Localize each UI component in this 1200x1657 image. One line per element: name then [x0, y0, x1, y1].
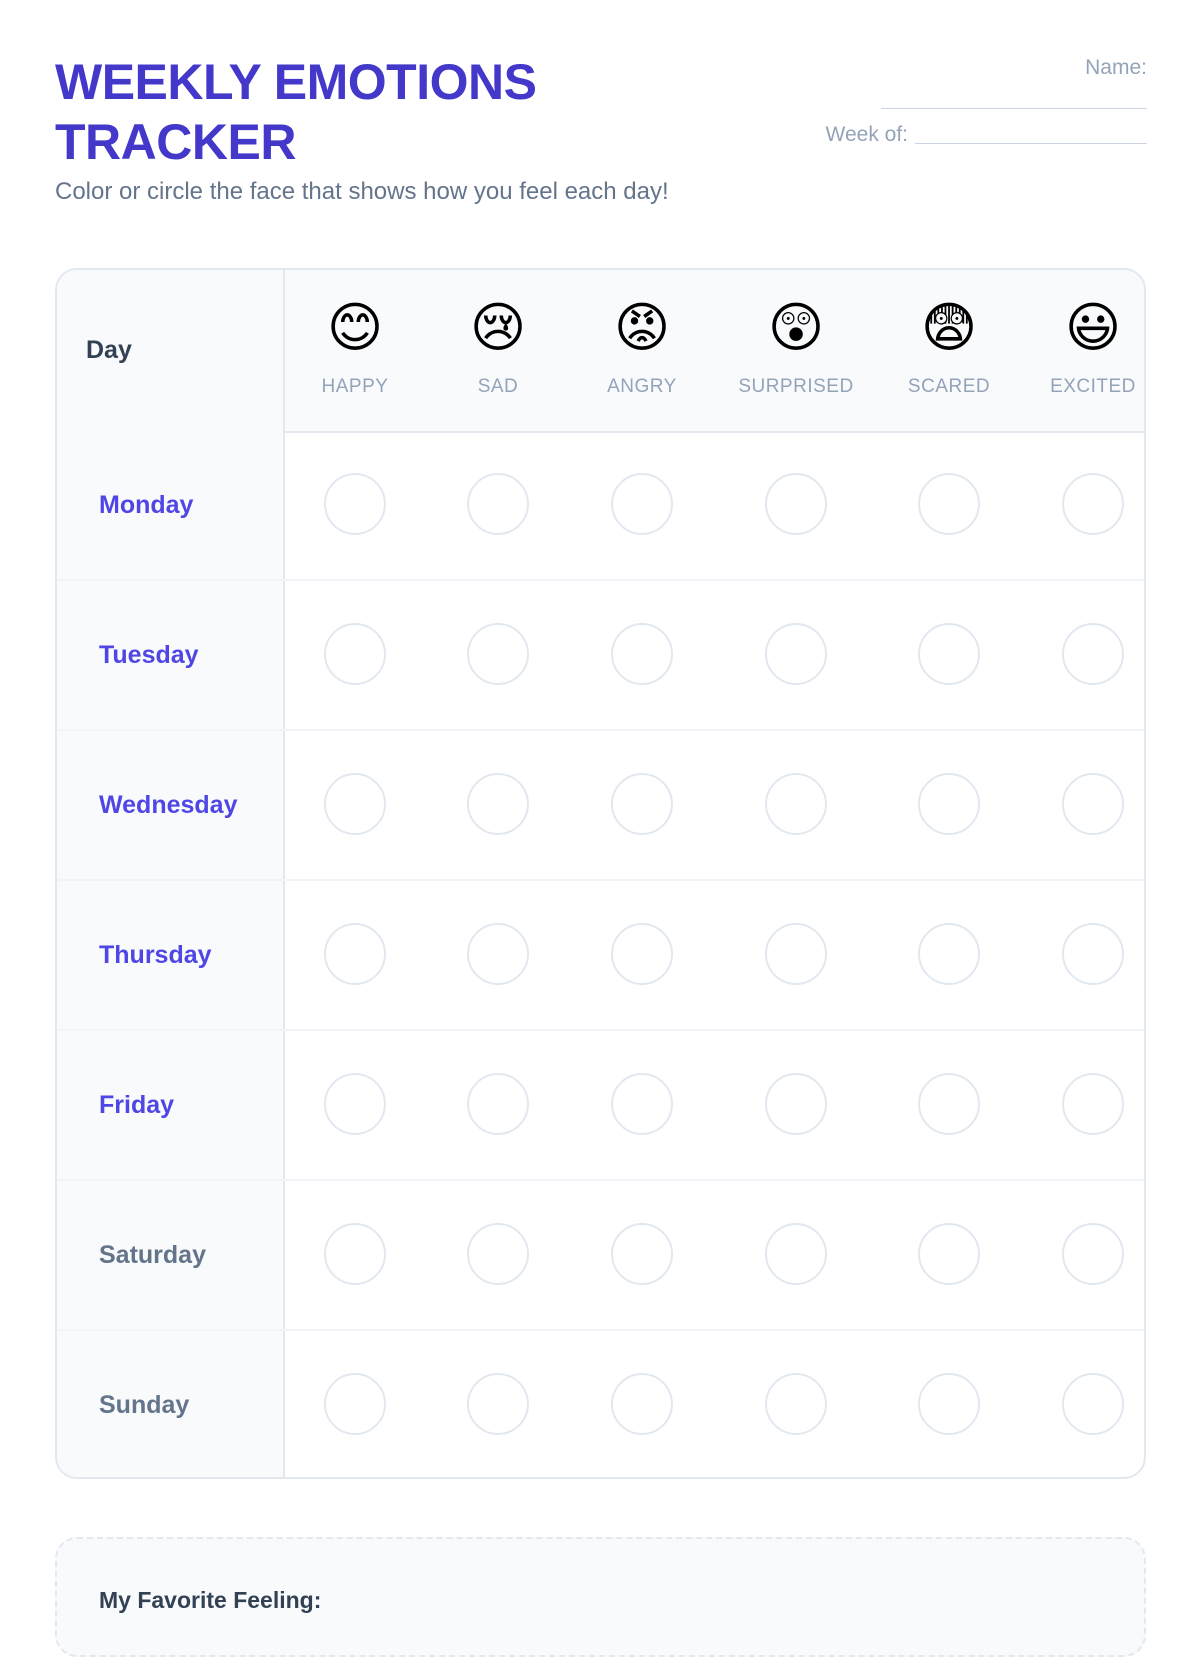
day-header-label: Day — [86, 336, 132, 364]
day-column-header: Day — [57, 270, 285, 431]
emotion-circle[interactable] — [611, 1223, 673, 1285]
emotion-label: EXCITED — [1050, 376, 1136, 397]
emotion-face-icon: 😨 — [920, 296, 978, 359]
emotion-circle[interactable] — [918, 1073, 980, 1135]
emotion-label: ANGRY — [607, 376, 677, 397]
day-row: Tuesday — [57, 581, 1144, 731]
day-label: Tuesday — [99, 640, 199, 669]
day-cell: Wednesday — [57, 731, 285, 879]
emotion-circle[interactable] — [765, 1373, 827, 1435]
emotion-circle[interactable] — [765, 773, 827, 835]
emotion-circle[interactable] — [611, 1073, 673, 1135]
favorite-feeling-label: My Favorite Feeling: — [99, 1587, 322, 1613]
day-row: Monday — [57, 431, 1144, 581]
emotion-label: SAD — [477, 376, 519, 397]
emotion-circle[interactable] — [918, 473, 980, 535]
emotion-circle[interactable] — [324, 623, 386, 685]
emotion-circle[interactable] — [765, 623, 827, 685]
page-subtitle: Color or circle the face that shows how … — [55, 178, 669, 205]
emotion-face-icon: 😢 — [469, 296, 527, 359]
day-label: Thursday — [99, 940, 212, 969]
day-label: Monday — [99, 490, 194, 519]
day-label: Friday — [99, 1090, 175, 1119]
table-header-row: Day 😊 HAPPY 😢 SAD 😡 ANGRY 😲 SURPRISED 😨 SCARED 😃 EX… — [57, 270, 1144, 433]
emotion-label: SURPRISED — [738, 376, 854, 397]
week-of-rule — [915, 143, 1147, 144]
day-row: Saturday — [57, 1181, 1144, 1331]
emotion-circle[interactable] — [324, 1223, 386, 1285]
emotion-circle[interactable] — [918, 773, 980, 835]
emotion-circle[interactable] — [467, 1073, 529, 1135]
emotion-circle[interactable] — [467, 1223, 529, 1285]
week-of-field[interactable]: Week of: — [826, 123, 1147, 147]
emotion-header-2: 😡 ANGRY — [572, 270, 712, 431]
title-line-1: WEEKLY EMOTIONS — [55, 54, 537, 110]
emotion-header-0: 😊 HAPPY — [285, 270, 425, 431]
emotion-face-icon: 😡 — [613, 296, 671, 359]
day-row: Sunday — [57, 1331, 1144, 1477]
emotion-header-5: 😃 EXCITED — [1023, 270, 1144, 431]
emotion-circle[interactable] — [918, 623, 980, 685]
emotion-circle[interactable] — [324, 773, 386, 835]
emotion-circle[interactable] — [324, 923, 386, 985]
day-label: Sunday — [99, 1390, 190, 1419]
favorite-feeling-box: My Favorite Feeling: — [55, 1537, 1146, 1657]
emotion-circle[interactable] — [611, 773, 673, 835]
day-label: Saturday — [99, 1240, 206, 1269]
emotion-circle[interactable] — [1062, 1223, 1124, 1285]
emotion-circle[interactable] — [1062, 923, 1124, 985]
emotion-label: SCARED — [907, 376, 991, 397]
emotion-circle[interactable] — [918, 923, 980, 985]
emotion-circle[interactable] — [611, 923, 673, 985]
emotion-circle[interactable] — [324, 1073, 386, 1135]
emotion-circle[interactable] — [1062, 623, 1124, 685]
emotion-circle[interactable] — [765, 1223, 827, 1285]
emotion-face-icon: 😲 — [767, 296, 825, 359]
emotion-circle[interactable] — [467, 473, 529, 535]
emotion-circle[interactable] — [467, 623, 529, 685]
emotion-circle[interactable] — [765, 923, 827, 985]
day-cell: Sunday — [57, 1331, 285, 1477]
emotion-circle[interactable] — [611, 623, 673, 685]
emotion-circle[interactable] — [918, 1223, 980, 1285]
emotion-circle[interactable] — [1062, 473, 1124, 535]
emotion-circle[interactable] — [467, 1373, 529, 1435]
emotion-circle[interactable] — [611, 473, 673, 535]
emotion-circle[interactable] — [1062, 773, 1124, 835]
page-title: WEEKLY EMOTIONS TRACKER — [55, 52, 537, 172]
emotion-header-1: 😢 SAD — [428, 270, 568, 431]
emotion-circle[interactable] — [1062, 1073, 1124, 1135]
day-cell: Monday — [57, 431, 285, 579]
day-cell: Friday — [57, 1031, 285, 1179]
day-cell: Saturday — [57, 1181, 285, 1329]
emotion-circle[interactable] — [765, 1073, 827, 1135]
day-cell: Tuesday — [57, 581, 285, 729]
day-row: Thursday — [57, 881, 1144, 1031]
emotion-circle[interactable] — [765, 473, 827, 535]
emotion-circle[interactable] — [467, 773, 529, 835]
day-row: Friday — [57, 1031, 1144, 1181]
emotion-header-3: 😲 SURPRISED — [726, 270, 866, 431]
emotion-circle[interactable] — [918, 1373, 980, 1435]
day-row: Wednesday — [57, 731, 1144, 881]
emotion-face-icon: 😊 — [326, 296, 384, 359]
emotion-circle[interactable] — [1062, 1373, 1124, 1435]
emotion-circle[interactable] — [611, 1373, 673, 1435]
name-field[interactable] — [881, 108, 1147, 109]
emotion-circle[interactable] — [324, 1373, 386, 1435]
emotions-table: Day 😊 HAPPY 😢 SAD 😡 ANGRY 😲 SURPRISED 😨 SCARED 😃 EX… — [55, 268, 1146, 1479]
emotion-face-icon: 😃 — [1064, 296, 1122, 359]
title-line-2: TRACKER — [55, 114, 296, 170]
week-of-label: Week of: — [825, 123, 908, 146]
day-label: Wednesday — [99, 790, 238, 819]
emotion-circle[interactable] — [467, 923, 529, 985]
day-cell: Thursday — [57, 881, 285, 1029]
name-label: Name: — [1085, 56, 1147, 79]
emotion-label: HAPPY — [321, 376, 389, 397]
emotion-circle[interactable] — [324, 473, 386, 535]
emotion-header-4: 😨 SCARED — [879, 270, 1019, 431]
